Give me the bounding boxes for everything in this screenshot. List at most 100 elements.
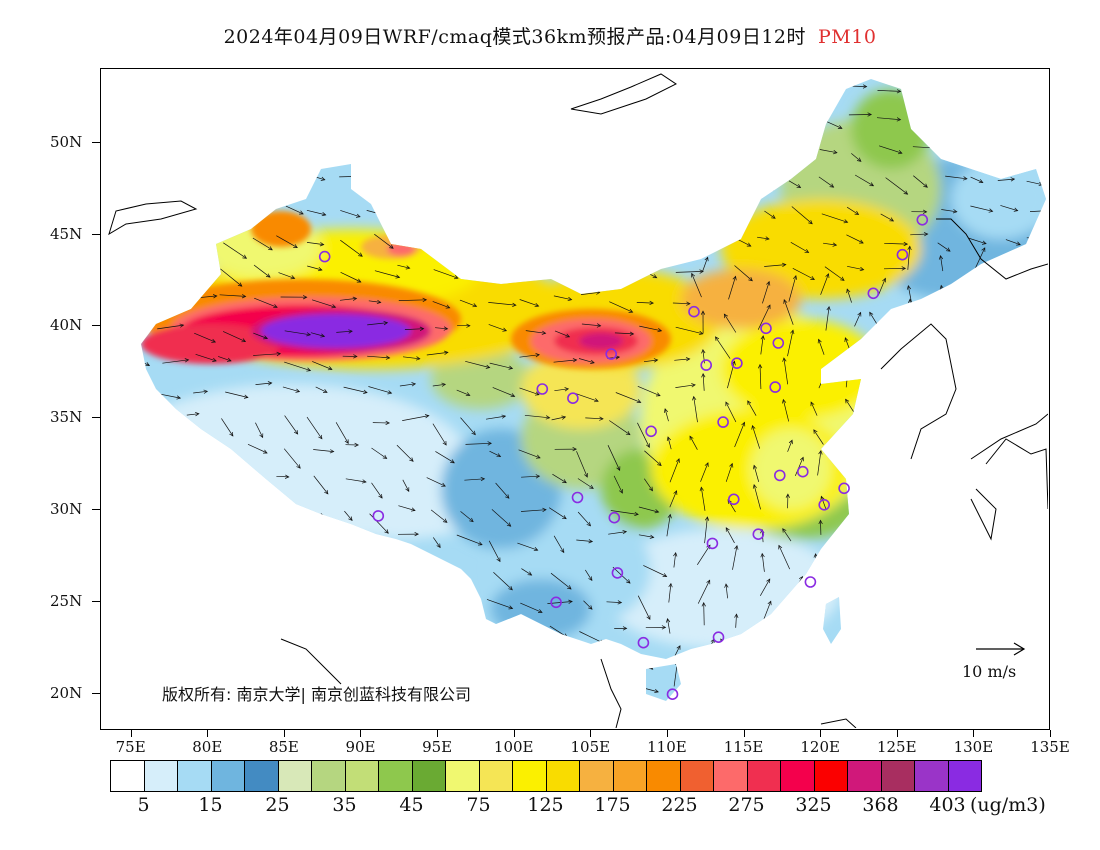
wind-arrow-head [652, 274, 658, 279]
wind-arrow-head [689, 435, 694, 441]
wind-arrow [164, 296, 192, 299]
wind-arrow [644, 450, 662, 466]
wind-arrow-head [179, 323, 185, 328]
wind-arrow-head [167, 236, 172, 241]
wind-arrow-head [880, 408, 885, 413]
wind-arrow-head [970, 434, 976, 439]
wind-arrow [278, 272, 295, 279]
wind-arrow [698, 240, 723, 242]
wind-arrow [486, 599, 513, 609]
wind-arrow-head [297, 576, 303, 581]
wind-arrow [759, 85, 785, 94]
wind-arrow [426, 570, 434, 585]
wind-arrow [761, 553, 765, 572]
wind-arrow [281, 511, 303, 528]
wind-arrow [367, 355, 390, 359]
wind-arrow [765, 667, 780, 690]
wind-arrow [464, 478, 485, 481]
wind-arrow [165, 115, 180, 123]
wind-arrow-head [858, 491, 863, 497]
colorbar-cell [814, 761, 848, 791]
wind-arrow-head [271, 580, 276, 585]
wind-arrow [255, 382, 272, 385]
wind-arrow-head [424, 414, 430, 419]
wind-arrow-head [825, 273, 830, 278]
wind-arrow [368, 300, 381, 303]
wind-arrow [345, 478, 367, 483]
wind-arrow [1029, 583, 1034, 599]
wind-arrow [519, 387, 540, 396]
wind-arrow-head [634, 511, 639, 517]
wind-arrow-head [229, 431, 234, 437]
wind-arrow-head [298, 110, 304, 115]
wind-arrow [141, 444, 152, 450]
wind-arrow [224, 511, 248, 519]
city-marker [666, 688, 679, 701]
wind-arrow [820, 84, 844, 87]
wind-arrow-head [782, 357, 787, 362]
wind-arrow-head [937, 392, 942, 397]
wind-arrow-head [652, 146, 657, 152]
wind-arrow [936, 121, 965, 127]
wind-arrow-head [470, 671, 476, 677]
wind-arrow [787, 440, 793, 452]
city-marker [637, 636, 650, 649]
wind-arrow [878, 278, 886, 296]
wind-arrow [191, 658, 198, 672]
wind-arrow [990, 610, 1000, 625]
wind-arrow-head [845, 398, 850, 404]
wind-arrow [432, 301, 450, 309]
wind-arrow-head [352, 296, 358, 301]
wind-arrow [846, 288, 852, 303]
wind-arrow [702, 373, 705, 391]
wind-arrow-head [1018, 125, 1024, 130]
wind-arrow-head [212, 294, 218, 299]
wind-arrow-head [204, 180, 210, 185]
lon-label: 95E [422, 738, 453, 756]
wind-arrow [967, 90, 994, 93]
wind-arrow [463, 597, 482, 614]
colorbar-label: 403 [929, 794, 966, 816]
wind-arrow [456, 389, 470, 396]
wind-arrow-head [988, 208, 994, 213]
wind-arrow [607, 145, 635, 151]
city-marker [760, 322, 772, 335]
wind-arrow [194, 332, 216, 343]
wind-arrow-head [476, 88, 481, 93]
wind-arrow-head [342, 546, 347, 551]
wind-arrow [163, 657, 177, 671]
wind-arrow [969, 434, 975, 453]
wind-arrow [753, 484, 761, 510]
wind-arrow-head [908, 333, 913, 338]
wind-arrow [704, 516, 708, 544]
wind-arrow-head [505, 494, 510, 499]
wind-arrow [193, 390, 208, 394]
wind-arrow [553, 359, 577, 363]
wind-arrow [491, 509, 511, 527]
wind-arrow-head [732, 275, 737, 281]
wind-arrow-head [143, 635, 148, 640]
wind-arrow [967, 309, 975, 331]
wind-arrow-head [234, 455, 240, 460]
wind-arrow [791, 120, 814, 133]
wind-arrow [426, 662, 438, 679]
wind-arrow-head [433, 674, 438, 679]
wind-arrow [905, 428, 908, 445]
wind-arrow [189, 535, 206, 539]
wind-arrow-head [820, 495, 825, 501]
wind-arrow [284, 541, 306, 544]
wind-arrow-head [355, 213, 361, 218]
wind-arrow-head [998, 374, 1003, 379]
wind-arrow-head [290, 275, 296, 280]
wind-arrow-head [948, 664, 953, 670]
wind-arrow [728, 276, 736, 300]
wind-arrow [788, 180, 801, 188]
wind-arrow [613, 236, 638, 252]
wind-arrow [525, 657, 541, 664]
wind-arrow [643, 210, 659, 213]
wind-arrow [460, 213, 484, 229]
colorbar-cell [546, 761, 580, 791]
city-marker [611, 567, 624, 579]
wind-arrow [847, 528, 854, 542]
wind-arrow [882, 490, 886, 510]
